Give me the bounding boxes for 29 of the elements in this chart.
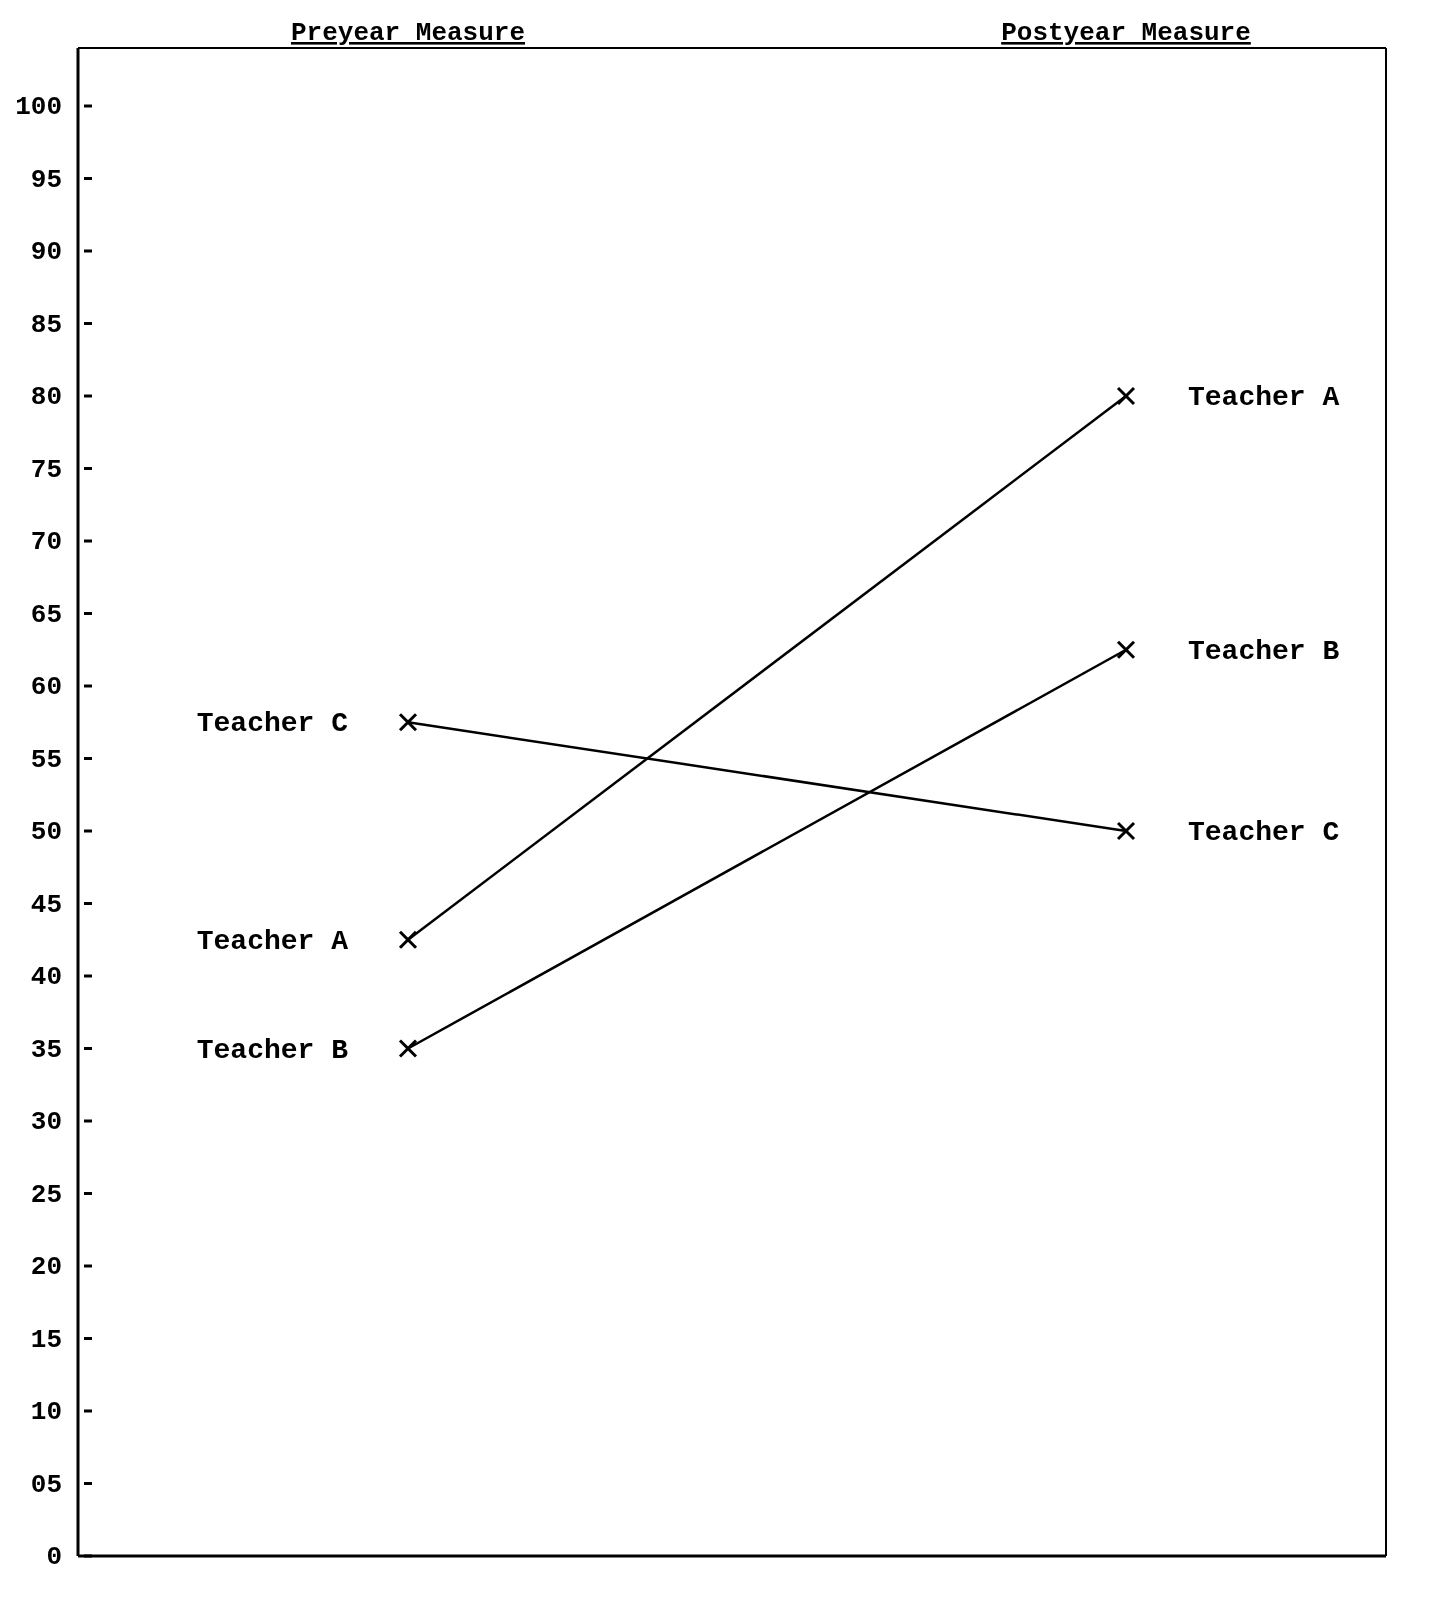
text: Teacher B xyxy=(1188,635,1340,667)
y-tick-label: 55 xyxy=(30,744,62,775)
text: Teacher C xyxy=(1188,817,1340,848)
x-tick-label: Postyear Measure xyxy=(1001,18,1251,48)
y-tick-label: 65 xyxy=(30,599,62,630)
y-tick-label: 35 xyxy=(30,1034,62,1065)
y-tick-label: 95 xyxy=(30,164,62,195)
y-tick-label: 25 xyxy=(30,1179,62,1210)
text: Teacher A xyxy=(1188,382,1340,413)
y-tick-label: 70 xyxy=(30,527,62,557)
y-tick-label: 100 xyxy=(15,92,62,122)
y-tick-label: 75 xyxy=(30,454,62,485)
y-tick-label: 45 xyxy=(30,889,62,920)
x-tick-label: Preyear Measure xyxy=(290,18,526,48)
series-label: Teacher C xyxy=(196,708,349,740)
series-label: Teacher A xyxy=(196,925,349,957)
y-tick-label: 20 xyxy=(30,1252,62,1282)
series-label: Teacher B xyxy=(196,1034,349,1066)
y-tick-label: 30 xyxy=(30,1107,62,1137)
y-tick-label: 90 xyxy=(30,237,62,267)
y-tick-label: 40 xyxy=(30,962,62,992)
y-tick-label: 0 xyxy=(46,1542,62,1572)
y-tick-label: 85 xyxy=(30,309,62,340)
y-tick-label: 60 xyxy=(30,672,62,702)
y-tick-label: 80 xyxy=(30,382,62,412)
y-tick-label: 15 xyxy=(30,1324,62,1355)
y-tick-label: 10 xyxy=(30,1397,62,1427)
y-tick-label: 05 xyxy=(30,1469,62,1500)
y-tick-label: 50 xyxy=(30,817,62,847)
